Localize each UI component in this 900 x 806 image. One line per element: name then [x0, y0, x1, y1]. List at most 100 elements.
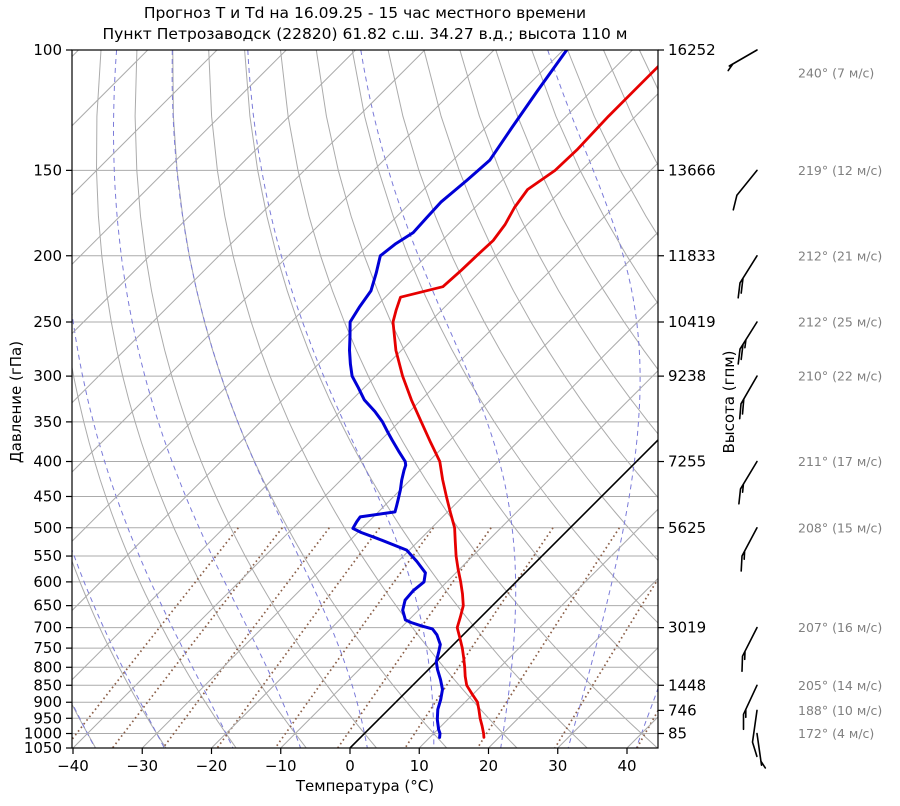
- dry-adiabat: [315, 50, 658, 687]
- isotherm-line: [72, 50, 633, 612]
- dry-adiabat: [459, 50, 658, 435]
- height-tick-label: 1448: [668, 676, 706, 694]
- height-tick-label: 85: [668, 725, 687, 743]
- wind-label: 172° (4 м/с): [798, 726, 874, 741]
- pressure-tick-label: 750: [33, 639, 62, 657]
- dry-adiabat: [95, 50, 307, 748]
- page-subtitle: Пункт Петрозаводск (22820) 61.82 с.ш. 34…: [102, 25, 628, 43]
- plot-grid: [72, 50, 900, 748]
- dry-adiabat: [244, 50, 588, 748]
- height-tick-label: 5625: [668, 519, 706, 537]
- isotherm-line: [72, 50, 356, 335]
- height-tick-label: 3019: [668, 619, 706, 637]
- wind-label: 207° (16 м/с): [798, 620, 882, 635]
- temp-tick-label: 0: [345, 757, 355, 775]
- moist-adiabat: [113, 50, 301, 748]
- height-tick-label: 13666: [668, 161, 716, 179]
- isotherm-line: [72, 50, 564, 542]
- mixing-ratio-line: [216, 527, 381, 748]
- pressure-tick-label: 500: [33, 519, 62, 537]
- isotherm-line: [211, 300, 658, 748]
- mixing-ratio-line: [111, 527, 283, 748]
- height-tick-label: 11833: [668, 247, 716, 265]
- height-tick-label: 16252: [668, 41, 716, 59]
- pressure-tick-label: 800: [33, 658, 62, 676]
- dry-adiabat: [72, 364, 237, 748]
- pressure-tick-label: 100: [33, 41, 62, 59]
- wind-label: 205° (14 м/с): [798, 678, 882, 693]
- temp-tick-label: −30: [126, 757, 158, 775]
- isotherm-line: [72, 162, 658, 748]
- wind-label: 219° (12 м/с): [798, 163, 882, 178]
- isotherm-line: [626, 716, 658, 748]
- zero-isotherm: [349, 438, 658, 748]
- mixing-ratio-line: [72, 527, 239, 741]
- height-tick-label: 7255: [668, 453, 706, 471]
- wind-label: 212° (25 м/с): [798, 314, 882, 329]
- wind-barb: [742, 684, 758, 731]
- moist-adiabat: [547, 50, 641, 748]
- wind-label: 211° (17 м/с): [798, 454, 882, 469]
- wind-barb: [737, 255, 758, 299]
- isotherm-line: [72, 50, 426, 404]
- temp-tick-label: 40: [617, 757, 636, 775]
- isotherm-line: [72, 50, 218, 196]
- mixing-ratio-line: [554, 577, 658, 748]
- dry-adiabat: [423, 50, 658, 499]
- temperature-curve: [391, 64, 658, 739]
- isotherm-line: [280, 370, 658, 748]
- temp-tick-label: −40: [57, 757, 89, 775]
- isotherm-line: [72, 50, 287, 265]
- dewpoint-curve: [348, 50, 569, 739]
- wind-label: 240° (7 м/с): [798, 66, 874, 81]
- dry-adiabat: [172, 50, 448, 748]
- temp-tick-label: 10: [410, 757, 429, 775]
- plot-border: [71, 49, 659, 749]
- pressure-tick-label: 650: [33, 597, 62, 615]
- pressure-tick-label: 600: [33, 573, 62, 591]
- pressure-tick-label: 450: [33, 487, 62, 505]
- height-axis-label: Высота (гпм): [720, 350, 738, 454]
- temp-tick-label: 20: [479, 757, 498, 775]
- wind-barb: [741, 626, 758, 672]
- wind-barb: [727, 49, 758, 72]
- pressure-tick-label: 400: [33, 453, 62, 471]
- pressure-tick-label: 250: [33, 313, 62, 331]
- mixing-ratio-line: [337, 527, 492, 748]
- dry-adiabat: [675, 50, 900, 748]
- wind-barb: [732, 169, 758, 211]
- height-tick-label: 10419: [668, 313, 716, 331]
- isotherm-line: [72, 50, 495, 473]
- pressure-tick-label: 850: [33, 676, 62, 694]
- isotherm-line: [418, 508, 658, 748]
- pressure-tick-label: 350: [33, 413, 62, 431]
- wind-barb: [738, 460, 758, 505]
- pressure-tick-label: 200: [33, 247, 62, 265]
- pressure-tick-label: 700: [33, 619, 62, 637]
- dry-adiabat: [72, 559, 167, 748]
- wind-barb: [738, 375, 758, 420]
- temp-tick-label: −20: [196, 757, 228, 775]
- dry-adiabat: [638, 50, 658, 91]
- wind-label: 212° (21 м/с): [798, 248, 882, 263]
- pressure-axis-label: Давление (гПа): [7, 340, 25, 464]
- temp-tick-label: 30: [548, 757, 567, 775]
- mixing-ratio-line: [162, 527, 330, 748]
- moist-adiabat: [247, 50, 435, 748]
- dry-adiabat: [747, 50, 900, 748]
- moist-adiabat: [72, 310, 234, 748]
- dry-adiabat: [495, 50, 658, 371]
- wind-label: 208° (15 м/с): [798, 520, 882, 535]
- temperature-axis-label: Температура (°C): [295, 777, 435, 795]
- wind-barb: [756, 732, 767, 769]
- wind-barb: [740, 527, 758, 572]
- dry-adiabat: [351, 50, 658, 624]
- wind-label: 210° (22 м/с): [798, 369, 882, 384]
- pressure-tick-label: 950: [33, 709, 62, 727]
- pressure-tick-label: 150: [33, 161, 62, 179]
- moist-adiabat: [72, 701, 96, 748]
- dry-adiabat: [603, 50, 658, 167]
- page-title: Прогноз Т и Td на 16.09.25 - 15 час мест…: [143, 4, 587, 22]
- isotherm-line: [141, 231, 658, 748]
